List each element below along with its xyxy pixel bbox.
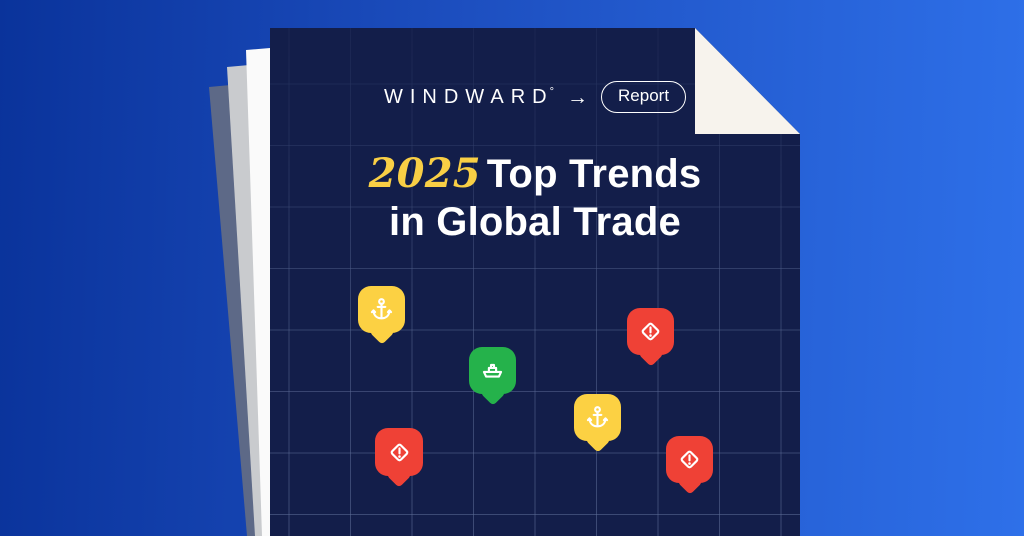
pin-body [469,347,516,394]
pin-alert [375,428,423,488]
pin-anchor [358,286,405,345]
report-title: 2025 Top Trends in Global Trade [270,150,800,246]
windward-wordmark: WINDWARD [383,85,554,108]
pin-anchor [574,394,621,453]
pin-alert [666,436,713,495]
brand-lockup: WINDWARD ° → Report [270,80,800,114]
pin-body [627,308,674,355]
anchor-icon [586,406,609,428]
pin-body [574,394,621,441]
anchor-icon [370,298,393,320]
folded-corner [695,28,800,134]
windward-logo: WINDWARD ° [384,86,554,109]
alert-diamond-icon [680,450,699,469]
alert-diamond-icon [641,322,660,341]
title-line-1: 2025 Top Trends [270,150,800,198]
pin-body [375,428,423,476]
pin-ship [469,347,516,406]
title-year: 2025 [368,150,481,197]
pin-alert [627,308,674,367]
title-line-2: in Global Trade [389,200,681,244]
alert-diamond-icon [390,443,408,461]
title-line-1-text: Top Trends [486,152,702,196]
arrow-right-icon: → [567,85,589,109]
trademark-symbol: ° [549,85,555,98]
ship-icon [482,363,503,378]
pin-body [358,286,405,333]
pin-body [666,436,713,483]
report-badge: Report [601,81,687,113]
